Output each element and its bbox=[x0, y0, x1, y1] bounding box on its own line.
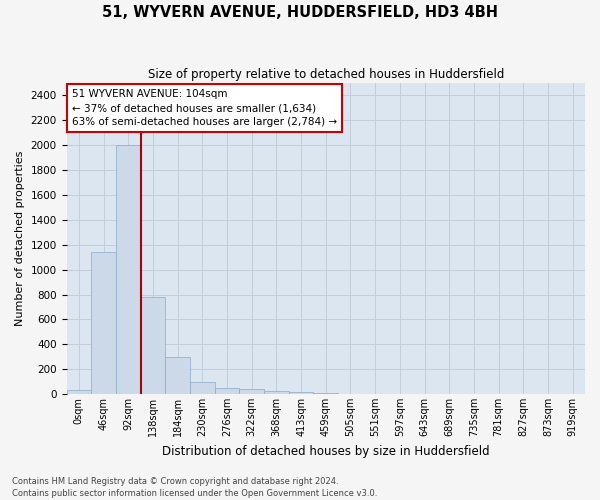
Bar bbox=[264, 391, 289, 394]
Bar bbox=[91, 252, 116, 394]
Text: Contains HM Land Registry data © Crown copyright and database right 2024.
Contai: Contains HM Land Registry data © Crown c… bbox=[12, 476, 377, 498]
Bar bbox=[190, 382, 215, 394]
Title: Size of property relative to detached houses in Huddersfield: Size of property relative to detached ho… bbox=[148, 68, 504, 80]
X-axis label: Distribution of detached houses by size in Huddersfield: Distribution of detached houses by size … bbox=[162, 444, 490, 458]
Bar bbox=[67, 390, 91, 394]
Text: 51 WYVERN AVENUE: 104sqm
← 37% of detached houses are smaller (1,634)
63% of sem: 51 WYVERN AVENUE: 104sqm ← 37% of detach… bbox=[72, 90, 337, 128]
Bar bbox=[140, 297, 165, 394]
Bar bbox=[289, 392, 313, 394]
Bar bbox=[165, 358, 190, 394]
Bar bbox=[215, 388, 239, 394]
Text: 51, WYVERN AVENUE, HUDDERSFIELD, HD3 4BH: 51, WYVERN AVENUE, HUDDERSFIELD, HD3 4BH bbox=[102, 5, 498, 20]
Y-axis label: Number of detached properties: Number of detached properties bbox=[15, 151, 25, 326]
Bar bbox=[116, 145, 140, 394]
Bar bbox=[239, 389, 264, 394]
